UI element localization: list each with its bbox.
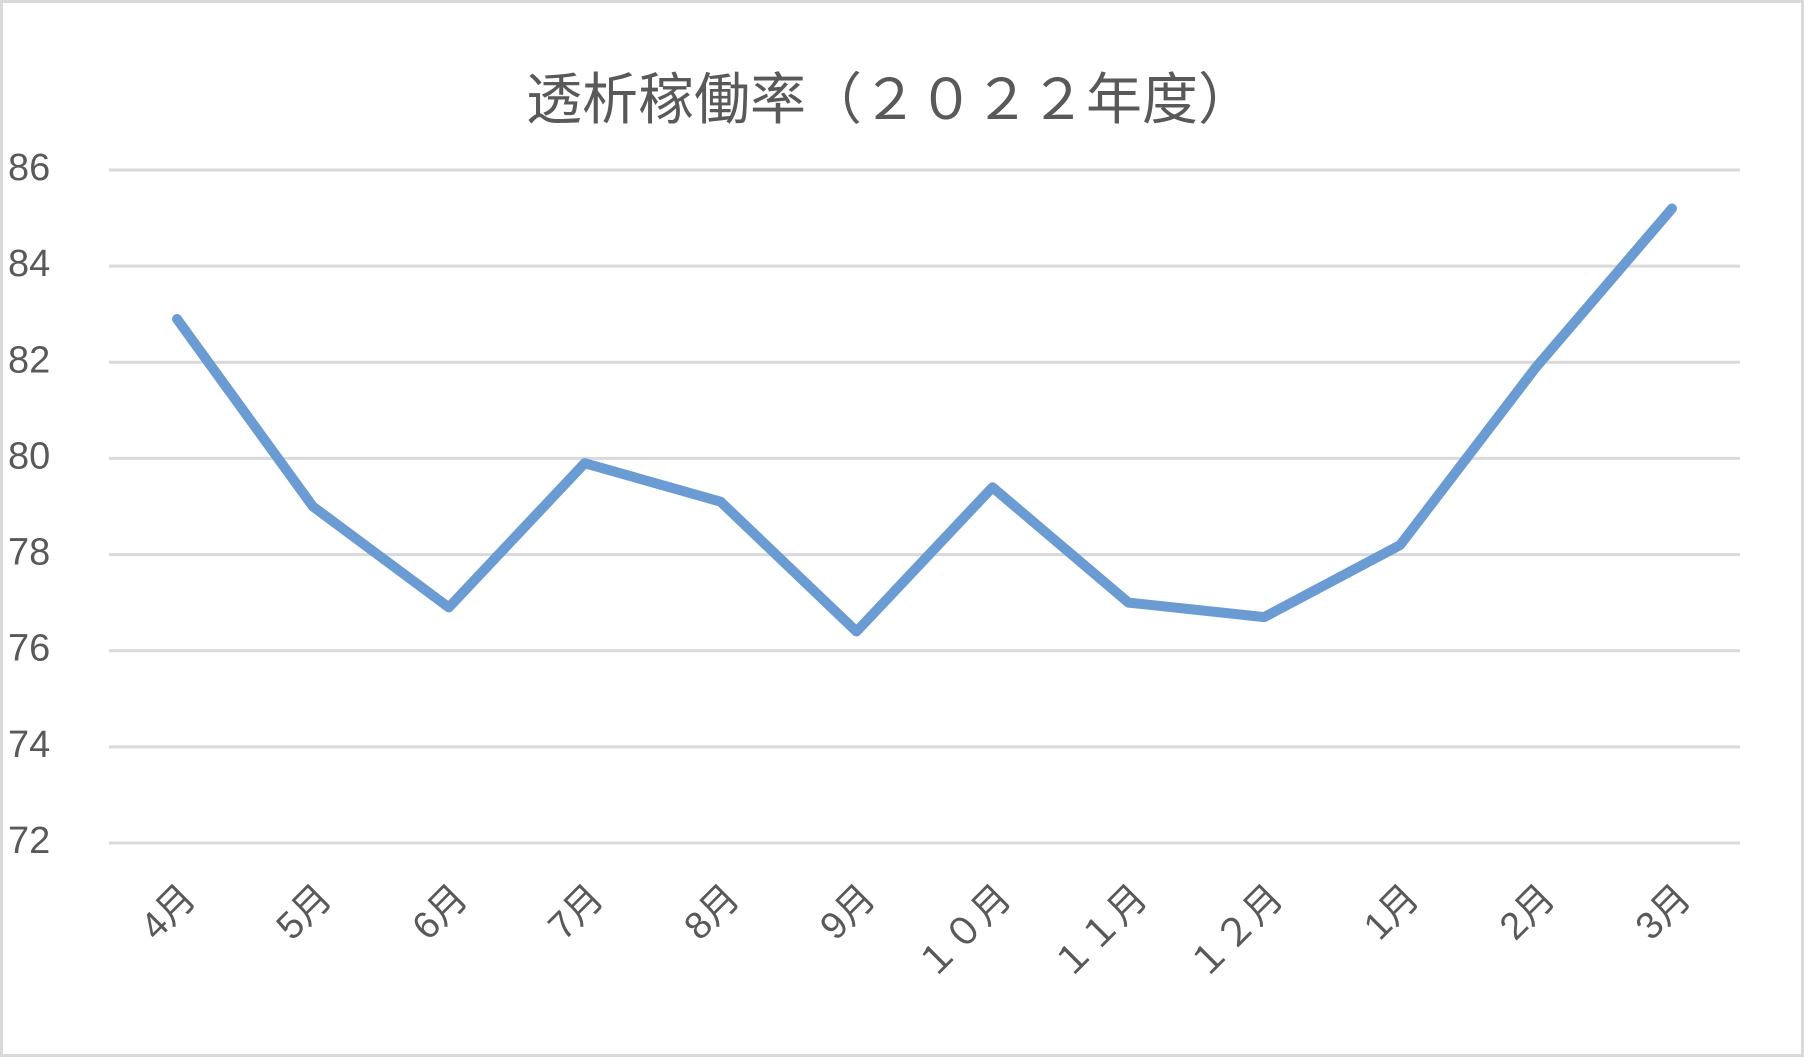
y-tick-label: 86 xyxy=(8,147,50,189)
y-tick-label: 72 xyxy=(8,820,50,862)
y-tick-label: 78 xyxy=(8,532,50,574)
data-line xyxy=(172,203,1677,637)
y-tick-label: 76 xyxy=(8,628,50,670)
y-tick-label: 80 xyxy=(8,435,50,477)
chart-title: 透析稼働率（２０２２年度） xyxy=(526,68,1254,131)
y-tick-label: 84 xyxy=(8,243,50,285)
y-tick-label: 82 xyxy=(8,339,50,381)
y-tick-label: 74 xyxy=(8,724,50,766)
